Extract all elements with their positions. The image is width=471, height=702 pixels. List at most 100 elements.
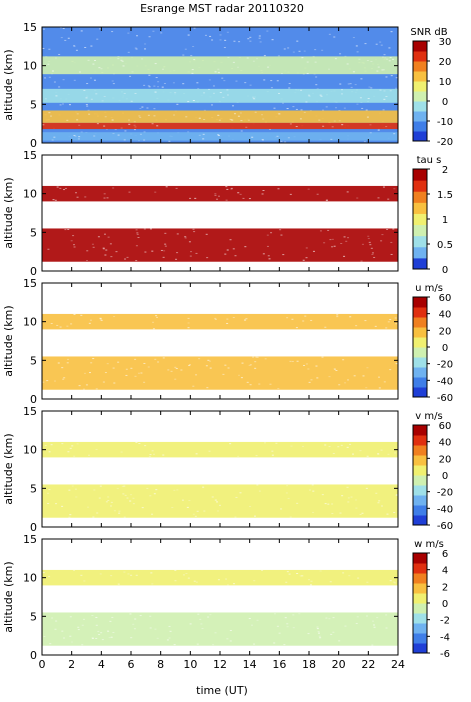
texture-speck (301, 445, 304, 447)
texture-speck (187, 327, 190, 329)
texture-speck (334, 58, 337, 60)
texture-speck (143, 131, 146, 133)
texture-speck (232, 317, 235, 319)
texture-speck (305, 101, 308, 103)
texture-speck (110, 501, 113, 503)
x-tick-label: 4 (98, 658, 105, 671)
texture-speck (209, 367, 212, 369)
texture-speck (141, 58, 144, 60)
texture-speck (244, 246, 247, 248)
texture-speck (359, 513, 362, 515)
texture-speck (74, 488, 77, 490)
texture-speck (312, 490, 315, 492)
texture-speck (92, 516, 95, 518)
texture-speck (156, 125, 159, 127)
texture-speck (103, 197, 106, 199)
texture-speck (303, 364, 306, 366)
colorbar-frame (412, 40, 428, 142)
texture-speck (104, 254, 107, 256)
texture-speck (394, 317, 397, 319)
texture-speck (342, 359, 345, 361)
texture-speck (146, 107, 149, 109)
texture-speck (113, 316, 116, 318)
texture-speck (136, 232, 139, 234)
texture-speck (189, 197, 192, 199)
texture-speck (152, 321, 155, 323)
texture-speck (83, 580, 86, 582)
texture-speck (74, 135, 77, 137)
texture-speck (186, 506, 189, 508)
texture-speck (226, 188, 229, 190)
colorbar-tick-label: 1 (442, 215, 448, 226)
colorbar-swatch (413, 445, 427, 456)
texture-speck (112, 83, 115, 85)
texture-speck (193, 231, 196, 233)
texture-speck (365, 615, 368, 617)
texture-speck (377, 197, 380, 199)
texture-speck (307, 368, 310, 370)
texture-speck (261, 570, 264, 572)
texture-speck (173, 114, 176, 116)
texture-speck (308, 489, 311, 491)
texture-speck (346, 191, 349, 193)
texture-speck (319, 230, 322, 232)
texture-speck (75, 49, 78, 51)
texture-speck (148, 36, 151, 38)
texture-speck (67, 37, 70, 39)
texture-speck (64, 39, 67, 41)
x-tick-label: 22 (361, 658, 375, 671)
texture-speck (395, 363, 398, 365)
texture-speck (356, 51, 359, 53)
texture-speck (366, 367, 369, 369)
texture-speck (224, 364, 227, 366)
colorbar-swatch (413, 455, 427, 466)
texture-speck (377, 129, 380, 131)
texture-speck (240, 377, 243, 379)
texture-speck (167, 369, 170, 371)
texture-speck (316, 377, 319, 379)
texture-speck (318, 635, 321, 637)
texture-speck (193, 27, 196, 29)
texture-speck (344, 625, 347, 627)
texture-speck (377, 453, 380, 455)
texture-speck (134, 618, 137, 620)
texture-speck (64, 229, 67, 231)
texture-speck (235, 80, 238, 82)
texture-speck (389, 580, 392, 582)
texture-speck (211, 39, 214, 41)
texture-speck (134, 375, 137, 377)
texture-speck (322, 125, 325, 127)
texture-speck (73, 45, 76, 47)
texture-speck (96, 512, 99, 514)
texture-speck (328, 33, 331, 35)
texture-speck (364, 43, 367, 45)
texture-speck (153, 85, 156, 87)
colorbar-tick-label: -40 (437, 376, 453, 387)
texture-speck (245, 126, 248, 128)
texture-speck (175, 187, 178, 189)
texture-speck (51, 617, 54, 619)
texture-speck (106, 630, 109, 632)
texture-speck (174, 378, 177, 380)
texture-speck (349, 443, 352, 445)
texture-speck (174, 366, 177, 368)
colorbar-tick-label: 20 (439, 326, 452, 337)
texture-speck (332, 617, 335, 619)
texture-speck (47, 503, 50, 505)
texture-speck (217, 71, 220, 73)
texture-speck (239, 492, 242, 494)
texture-speck (328, 68, 331, 70)
texture-speck (205, 233, 208, 235)
texture-speck (59, 27, 62, 29)
colorbar-swatch (413, 337, 427, 348)
texture-speck (390, 75, 393, 77)
texture-speck (81, 624, 84, 626)
texture-speck (129, 613, 132, 615)
x-tick-label: 2 (68, 658, 75, 671)
texture-speck (217, 114, 220, 116)
y-axis-label: altitude (km) (2, 49, 15, 120)
texture-speck (276, 80, 279, 82)
texture-speck (77, 626, 80, 628)
texture-speck (299, 575, 302, 577)
texture-speck (63, 637, 66, 639)
